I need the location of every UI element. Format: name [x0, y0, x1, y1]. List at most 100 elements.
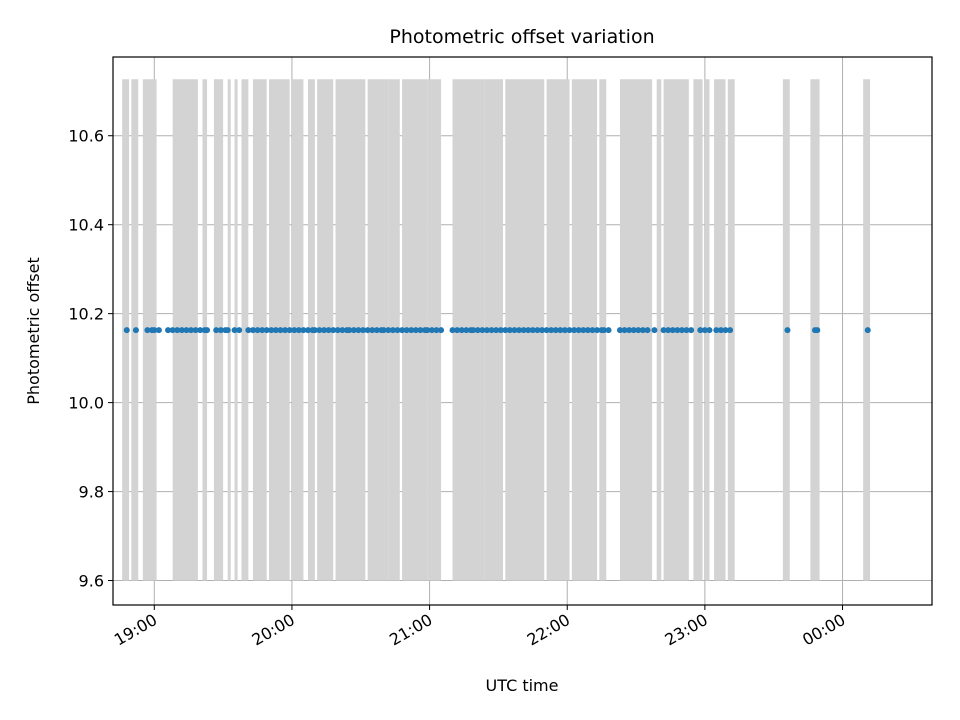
- data-point: [380, 327, 387, 334]
- data-point: [470, 327, 477, 334]
- chart-title: Photometric offset variation: [389, 26, 654, 48]
- data-point: [722, 327, 729, 334]
- data-point: [626, 327, 633, 334]
- data-point: [350, 327, 357, 334]
- data-point: [697, 327, 704, 334]
- data-point: [784, 327, 791, 334]
- data-point: [360, 327, 367, 334]
- data-point: [479, 327, 486, 334]
- y-tick-label: 10.6: [68, 127, 104, 146]
- data-point: [814, 327, 821, 334]
- data-point: [311, 327, 318, 334]
- data-point: [683, 327, 690, 334]
- data-point: [575, 327, 582, 334]
- data-point: [605, 327, 612, 334]
- data-point: [300, 327, 307, 334]
- data-point: [506, 327, 513, 334]
- data-point: [463, 327, 470, 334]
- data-point: [529, 327, 536, 334]
- data-point: [561, 327, 568, 334]
- data-point: [217, 327, 224, 334]
- data-point: [369, 327, 376, 334]
- data-point: [449, 327, 456, 334]
- data-point: [174, 327, 181, 334]
- data-point: [399, 327, 406, 334]
- data-point: [674, 327, 681, 334]
- data-point: [727, 327, 734, 334]
- y-tick-label: 9.6: [79, 572, 104, 591]
- y-tick-label: 10.2: [68, 305, 104, 324]
- data-point: [249, 327, 256, 334]
- data-point: [630, 327, 637, 334]
- x-axis-label: UTC time: [486, 676, 559, 695]
- data-point: [282, 327, 289, 334]
- data-point: [165, 327, 172, 334]
- range-band: [656, 79, 662, 581]
- data-point: [584, 327, 591, 334]
- y-tick-label: 10.0: [68, 394, 104, 413]
- plot-frame: [112, 56, 933, 606]
- data-point: [334, 327, 341, 334]
- data-point: [192, 327, 199, 334]
- data-point: [236, 327, 243, 334]
- data-point: [254, 327, 261, 334]
- data-point: [268, 327, 275, 334]
- data-point: [417, 327, 424, 334]
- range-band: [241, 79, 249, 581]
- data-point: [713, 327, 720, 334]
- data-point: [259, 327, 266, 334]
- data-point: [600, 327, 607, 334]
- data-point: [474, 327, 481, 334]
- data-point: [433, 327, 440, 334]
- data-point: [454, 327, 461, 334]
- y-tick-label: 9.8: [79, 483, 104, 502]
- data-point: [717, 327, 724, 334]
- data-point: [438, 327, 445, 334]
- data-point: [394, 327, 401, 334]
- data-point: [534, 327, 541, 334]
- data-point: [213, 327, 220, 334]
- data-point: [635, 327, 642, 334]
- data-point: [178, 327, 185, 334]
- data-point: [385, 327, 392, 334]
- data-point: [548, 327, 555, 334]
- data-point: [706, 327, 713, 334]
- data-point: [321, 327, 328, 334]
- data-point: [580, 327, 587, 334]
- data-point: [277, 327, 284, 334]
- data-point: [305, 327, 311, 334]
- data-point: [488, 327, 495, 334]
- data-point: [644, 327, 651, 334]
- data-point: [245, 327, 252, 334]
- data-point: [701, 327, 708, 334]
- data-point: [346, 327, 353, 334]
- data-point: [330, 327, 337, 334]
- data-point: [197, 327, 204, 334]
- data-point: [525, 327, 532, 334]
- data-points: [123, 327, 871, 334]
- data-point: [660, 327, 667, 334]
- data-point: [272, 327, 279, 334]
- data-point: [188, 327, 194, 334]
- data-point: [493, 327, 500, 334]
- data-point: [511, 327, 518, 334]
- data-point: [183, 327, 190, 334]
- data-point: [665, 327, 672, 334]
- data-point: [155, 327, 162, 334]
- data-point: [497, 327, 504, 334]
- data-point: [651, 327, 658, 334]
- data-point: [688, 327, 695, 334]
- data-point: [617, 327, 623, 334]
- data-point: [557, 327, 564, 334]
- data-point: [286, 327, 293, 334]
- data-point: [589, 327, 596, 334]
- data-point: [291, 327, 298, 334]
- data-point: [123, 327, 130, 334]
- data-point: [355, 327, 362, 334]
- y-axis-label: Photometric offset: [24, 257, 43, 405]
- data-point: [483, 327, 490, 334]
- data-point: [566, 327, 573, 334]
- data-point: [571, 327, 578, 334]
- data-point: [543, 327, 550, 334]
- data-point: [403, 327, 410, 334]
